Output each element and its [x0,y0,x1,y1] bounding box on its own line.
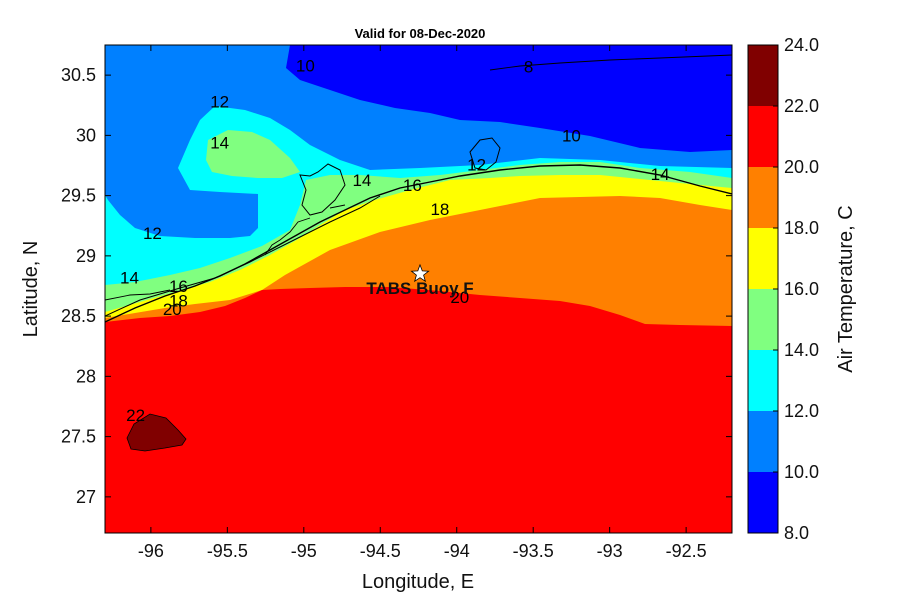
contour-label: 14 [210,134,229,153]
region-20-22 [105,287,732,533]
contour-label: 20 [163,300,182,319]
star-icon [410,263,430,283]
x-tick-label: -96 [138,541,164,561]
colorbar-band [748,472,778,533]
colorbar-band [748,289,778,350]
colorbar-tick-label: 24.0 [784,35,819,55]
colorbar-label: Air Temperature, C [835,205,857,372]
contour-label: 12 [210,93,229,112]
contour-label: 14 [651,165,670,184]
barrier-island [105,195,381,317]
contour-label: 14 [120,269,139,288]
colorbar-band [748,106,778,167]
x-axis-label: Longitude, E [362,571,474,593]
coastline [105,164,732,323]
y-tick-label: 27 [76,487,96,507]
contour-label: 10 [562,126,581,145]
x-tick-label: -93 [597,541,623,561]
x-tick-label: -92.5 [666,541,707,561]
x-tick-label: -95 [291,541,317,561]
colorbar-tick-label: 10.0 [784,462,819,482]
x-tick-label: -94.5 [360,541,401,561]
y-axis-label: Latitude, N [20,241,42,338]
chart-title: Valid for 08-Dec-2020 [355,26,486,41]
colorbar-tick-label: 20.0 [784,157,819,177]
contour-label: 12 [467,155,486,174]
y-tick-label: 29.5 [61,186,96,206]
contour-label: 12 [143,224,162,243]
y-tick-label: 29 [76,246,96,266]
colorbar-tick-label: 16.0 [784,279,819,299]
buoy-label: TABS Buoy F [366,279,473,298]
colorbar-band [748,228,778,289]
colorbar-tick-label: 14.0 [784,340,819,360]
y-tick-label: 27.5 [61,427,96,447]
contour-label: 16 [169,277,188,296]
region-8-10 [286,45,732,152]
bay-outline-2 [469,137,501,171]
y-tick-label: 30 [76,125,96,145]
colorbar-tick-label: 22.0 [784,96,819,116]
y-axis: 27 27.5 28 28.5 29 29.5 30 30.5 [61,65,732,507]
y-tick-label: 30.5 [61,65,96,85]
contour-label: 10 [296,56,315,75]
contour-label: 22 [126,406,145,425]
colorbar-band [748,411,778,472]
contour-label: 14 [352,171,371,190]
colorbar-band [748,167,778,228]
y-tick-label: 28.5 [61,306,96,326]
contour-label: 18 [430,200,449,219]
coast-detail [105,204,346,301]
colorbar-band [748,350,778,411]
contour-label: 16 [403,176,422,195]
colorbar-tick-label: 18.0 [784,218,819,238]
plot-area [105,45,732,533]
x-tick-label: -95.5 [207,541,248,561]
buoy-marker: TABS Buoy F [366,263,474,298]
contour-label: 18 [169,291,188,310]
contour-line-8 [489,54,732,71]
bay-outline-1 [299,163,346,216]
colorbar-tick-label: 8.0 [784,523,809,543]
contour-label: 8 [524,58,533,77]
y-tick-label: 28 [76,366,96,386]
region-14-16-inland [206,130,300,178]
x-tick-label: -94 [444,541,470,561]
x-axis: -96 -95.5 -95 -94.5 -94 -93.5 -93 -92.5 [138,45,707,561]
colorbar-band [748,45,778,106]
colorbar-frame [747,44,779,534]
colorbar: 8.0 10.0 12.0 14.0 16.0 18.0 20.0 22.0 24.0 [748,35,819,543]
colorbar-tick-label: 12.0 [784,401,819,421]
region-22-24 [126,413,187,452]
contour-label: 20 [450,288,469,307]
x-tick-label: -93.5 [513,541,554,561]
plot-frame [104,44,733,534]
